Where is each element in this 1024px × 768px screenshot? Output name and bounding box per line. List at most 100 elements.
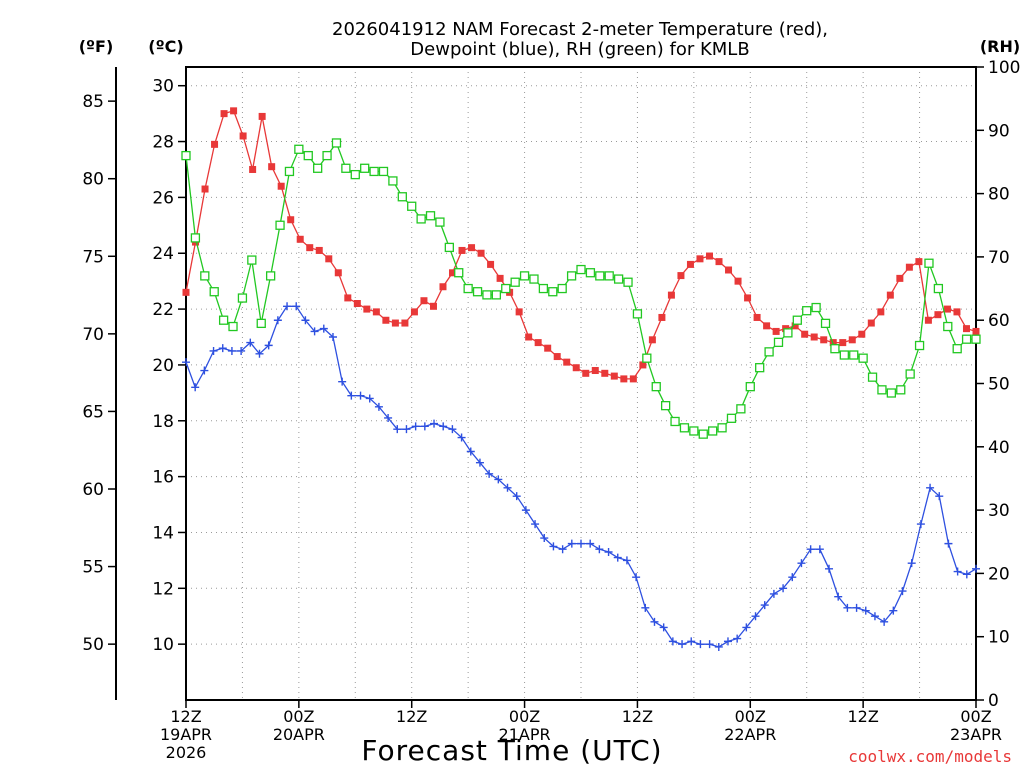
x-tick-label: 12Z xyxy=(396,707,427,726)
temperature-point xyxy=(705,252,713,260)
rh-point xyxy=(444,242,454,253)
dewpoint-point xyxy=(769,589,778,598)
rh-point xyxy=(623,277,633,287)
temperature-point xyxy=(458,246,466,254)
fahrenheit-tick-label: 50 xyxy=(82,635,104,655)
temperature-point xyxy=(315,246,323,254)
temperature-point xyxy=(962,325,970,333)
celsius-tick-label: 28 xyxy=(152,133,174,153)
temperature-point xyxy=(230,107,238,115)
rh-point xyxy=(548,287,558,297)
dewpoint-point xyxy=(852,603,861,612)
temperature-point xyxy=(686,260,694,268)
dewpoint-point xyxy=(246,338,255,347)
temperature-point xyxy=(296,235,304,243)
dewpoint-point xyxy=(338,377,347,386)
temperature-point xyxy=(496,274,504,282)
rh-point xyxy=(435,217,445,227)
x-tick-label: 00Z xyxy=(735,707,766,726)
dewpoint-point xyxy=(668,637,677,646)
dewpoint-point xyxy=(723,637,732,646)
dewpoint-point xyxy=(420,422,429,431)
dewpoint-point xyxy=(641,603,650,612)
rh-point xyxy=(341,163,351,173)
fahrenheit-unit-label: (ºF) xyxy=(79,37,114,56)
celsius-tick-label: 14 xyxy=(152,523,174,543)
dewpoint-point xyxy=(760,601,769,610)
dewpoint-point xyxy=(907,559,916,568)
rh-line xyxy=(185,141,976,435)
rh-point xyxy=(454,268,464,278)
rh-point xyxy=(200,271,210,281)
rh-point xyxy=(265,271,276,281)
rh-point xyxy=(914,340,925,351)
temperature-point xyxy=(487,260,495,268)
rh-unit-label: (RH) xyxy=(980,37,1020,56)
x-axis-title: Forecast Time (UTC) xyxy=(361,734,662,767)
rh-point xyxy=(830,344,840,354)
temperature-point xyxy=(934,311,942,319)
fahrenheit-tick-label: 80 xyxy=(82,170,104,190)
rh-point xyxy=(331,138,342,148)
temperature-point xyxy=(391,319,399,327)
rh-point xyxy=(360,163,370,173)
temperature-point xyxy=(268,163,276,171)
x-tick-label: 12Z xyxy=(622,707,653,726)
rh-point xyxy=(943,321,953,332)
temperature-point xyxy=(877,308,885,316)
temperature-point xyxy=(943,305,951,313)
dewpoint-point xyxy=(577,539,585,548)
x-tick-label: 2026 xyxy=(166,743,207,762)
temperature-point xyxy=(896,274,904,282)
rh-point xyxy=(679,423,690,433)
dewpoint-point xyxy=(485,469,494,478)
temperature-point xyxy=(277,182,285,190)
dewpoint-point xyxy=(705,640,714,649)
dewpoint-point xyxy=(494,475,503,484)
axes-layer: 10 12 14 16 18 20 22 24 26 28 30 50 55 60 65 70 75 80 85 0 1… xyxy=(82,58,1020,762)
dewpoint-point xyxy=(558,545,567,554)
celsius-tick-label: 22 xyxy=(152,300,174,320)
rh-tick-label: 40 xyxy=(988,438,1010,458)
dewpoint-point xyxy=(788,573,797,582)
temperature-point xyxy=(429,302,437,310)
celsius-tick-label: 24 xyxy=(152,244,174,264)
x-tick-label: 22APR xyxy=(724,725,776,744)
dewpoint-point xyxy=(200,366,209,375)
rh-point xyxy=(491,290,502,300)
rh-tick-label: 30 xyxy=(988,501,1010,521)
dewpoint-point xyxy=(613,553,622,562)
rh-point xyxy=(745,382,755,392)
temperature-point xyxy=(201,185,209,193)
temperature-point xyxy=(734,277,742,285)
temperature-point xyxy=(753,313,761,321)
dewpoint-point xyxy=(512,492,521,501)
celsius-tick-label: 30 xyxy=(152,77,174,97)
dewpoint-point xyxy=(255,349,264,358)
temperature-point xyxy=(677,272,685,280)
dewpoint-point xyxy=(678,640,687,649)
temperature-point xyxy=(353,300,361,308)
dewpoint-point xyxy=(218,344,227,353)
celsius-tick-label: 10 xyxy=(152,635,174,655)
x-tick-label: 20APR xyxy=(273,725,325,744)
dewpoint-point xyxy=(916,520,925,529)
fahrenheit-tick-label: 85 xyxy=(82,92,104,112)
temperature-point xyxy=(763,322,771,330)
temperature-point xyxy=(239,132,247,140)
rh-point xyxy=(247,255,257,265)
temperature-point xyxy=(715,258,723,266)
dewpoint-point xyxy=(944,539,953,548)
rh-tick-label: 90 xyxy=(988,121,1010,141)
x-tick-label: 23APR xyxy=(950,725,1002,744)
temperature-point xyxy=(639,361,647,369)
rh-point xyxy=(407,201,417,211)
x-tick-label: 12Z xyxy=(847,707,878,726)
dewpoint-point xyxy=(714,642,723,651)
dewpoint-point xyxy=(751,612,760,621)
temperature-point xyxy=(791,322,799,330)
rh-tick-label: 70 xyxy=(988,248,1010,268)
temperature-point xyxy=(629,375,637,383)
dewpoint-point xyxy=(834,592,843,601)
dewpoint-point xyxy=(411,422,420,431)
